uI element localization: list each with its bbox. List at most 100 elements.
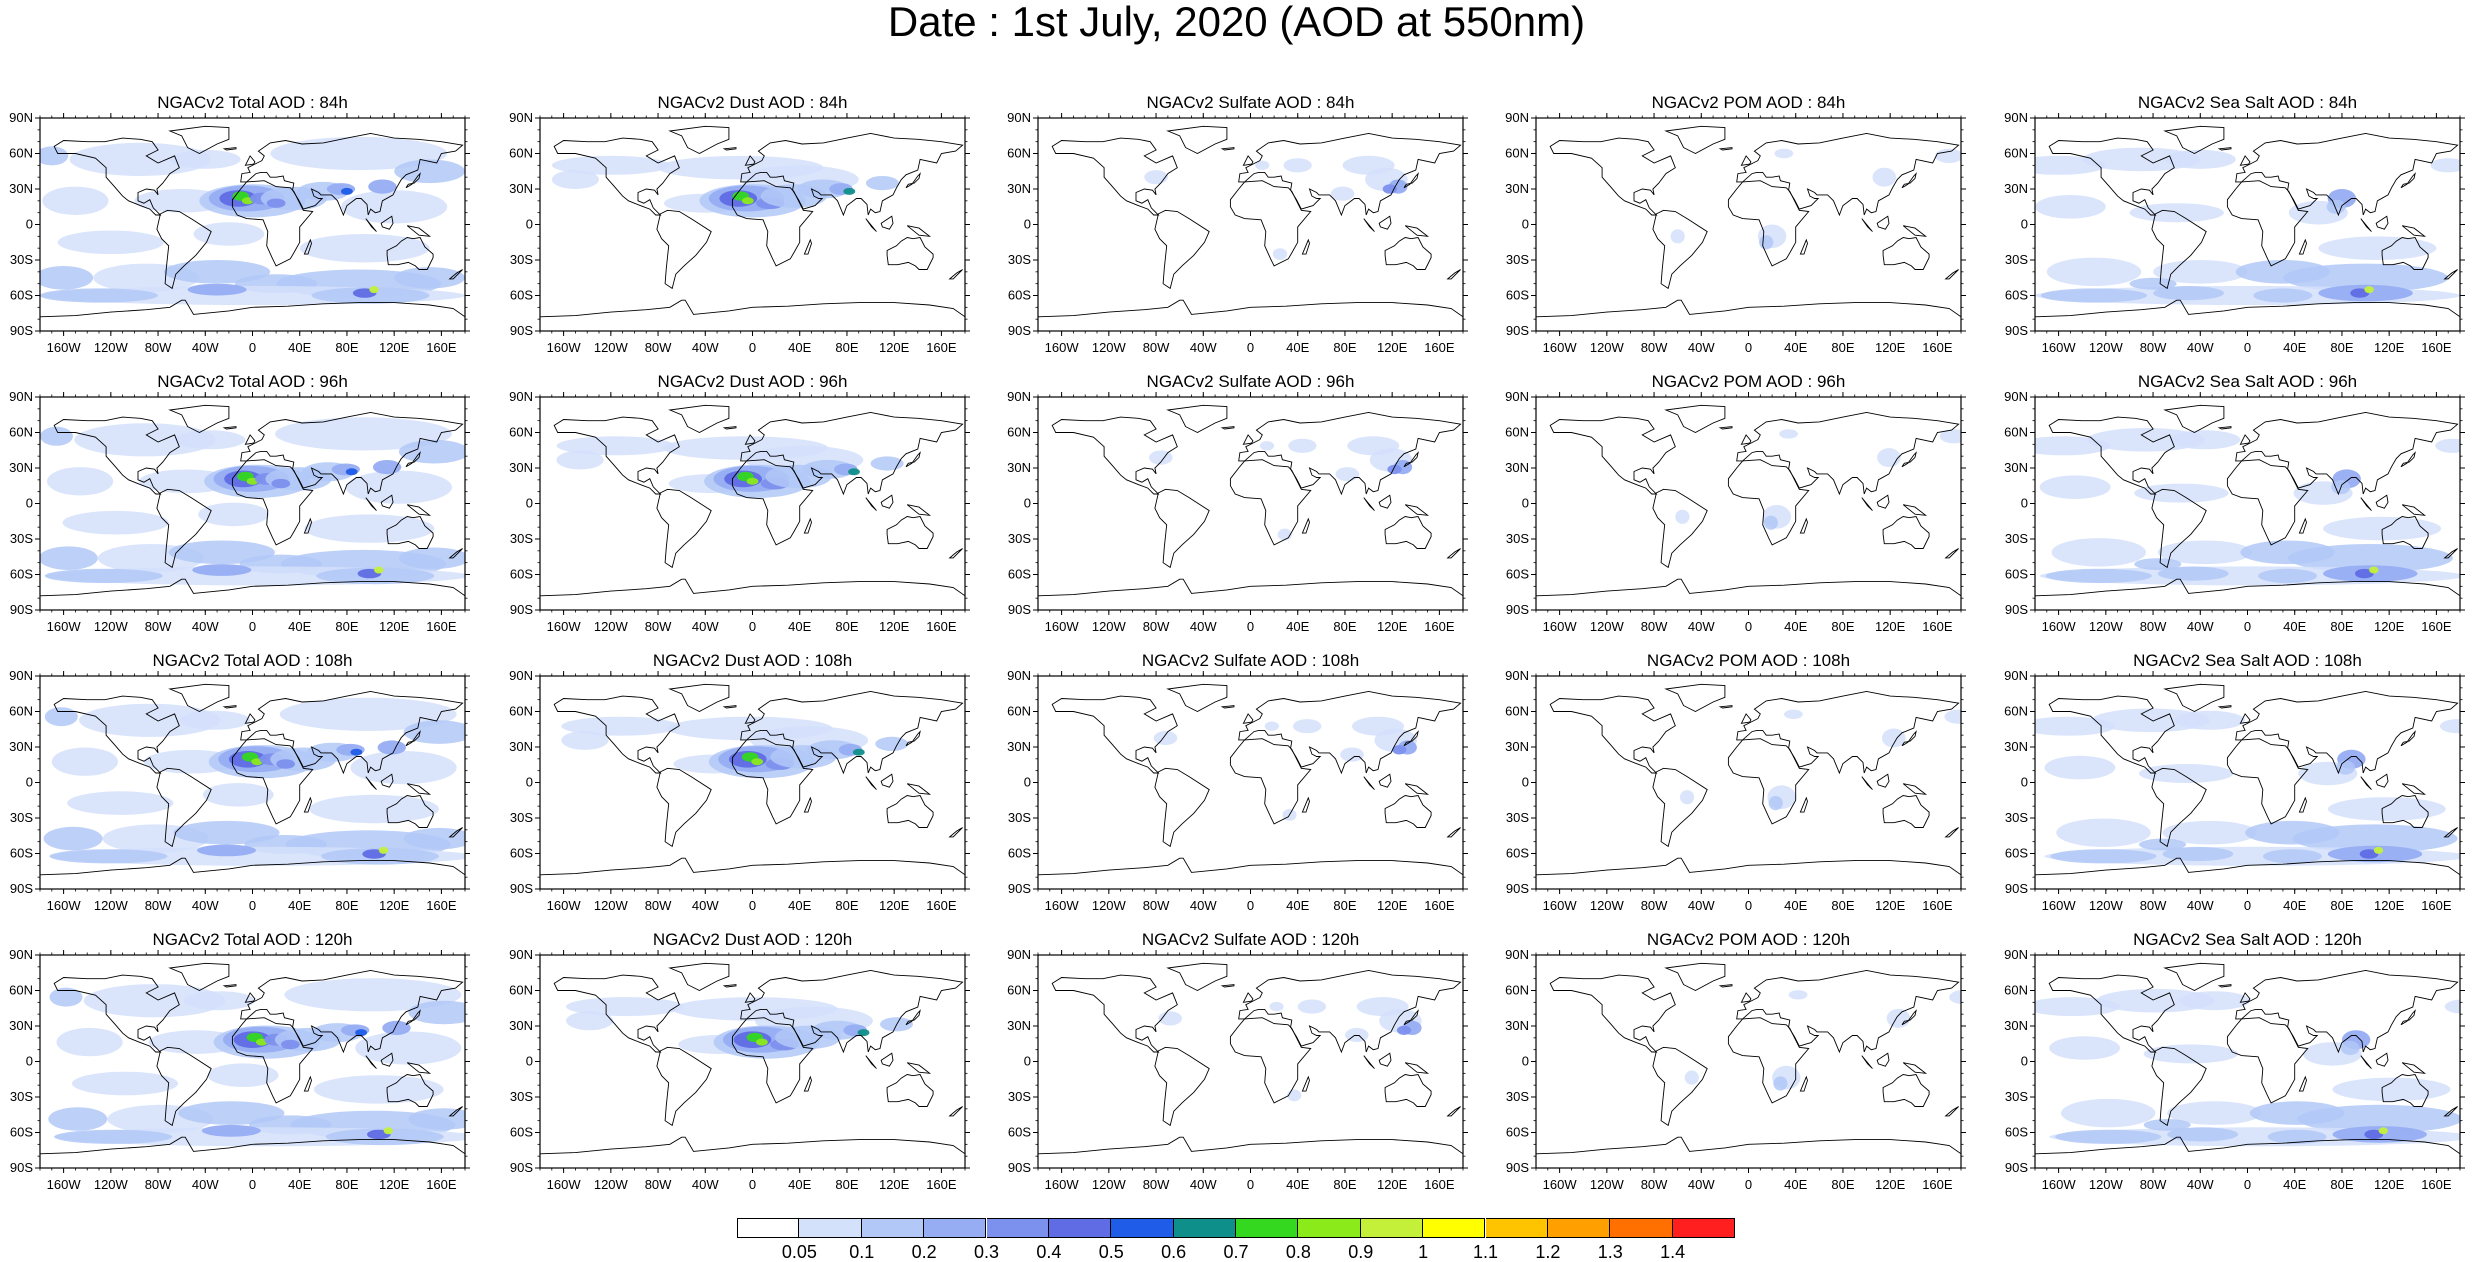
lon-tick-label: 0	[249, 1177, 256, 1192]
coastline	[1229, 738, 1312, 825]
panel-title: NGACv2 POM AOD : 120h	[1646, 930, 1851, 949]
map-panel: NGACv2 Total AOD : 108h 90N 60N 30N 0 30S 60S 9…	[0, 651, 500, 913]
lon-tick-label: 160E	[1922, 340, 1953, 355]
coastline	[1363, 776, 1375, 790]
coastline	[406, 783, 432, 795]
coastline	[880, 1052, 894, 1067]
coastline	[948, 269, 963, 280]
aod-plume	[193, 222, 265, 246]
aod-plume	[2267, 1129, 2327, 1144]
aod-plume	[57, 230, 164, 255]
panel-title: NGACv2 Sulfate AOD : 84h	[1146, 93, 1355, 112]
coastline	[1051, 416, 1178, 495]
world-map: 90N 60N 30N 0 30S 60S 90S 160W 120W 80W 40W 0 40E 80E…	[1007, 668, 1468, 913]
lat-tick-label: 60N	[1505, 704, 1529, 719]
lon-tick-label: 80E	[1831, 340, 1854, 355]
coastline	[2239, 713, 2251, 724]
lon-tick-label: 0	[1745, 619, 1752, 634]
lat-tick-label: 60S	[510, 846, 533, 861]
coastline	[880, 494, 894, 509]
lat-tick-label: 30N	[1505, 181, 1529, 196]
aod-plume	[69, 142, 212, 176]
coastline	[40, 578, 465, 610]
aod-field	[2035, 988, 2460, 1147]
coastline	[880, 773, 894, 788]
coastlines	[540, 683, 965, 889]
coastline	[1404, 225, 1430, 237]
lon-tick-label: 0	[749, 898, 756, 913]
lat-tick-label: 30S	[1008, 531, 1031, 546]
aod-plume	[1144, 170, 1168, 185]
colorbar-label: 0.3	[973, 1242, 1000, 1262]
lat-tick-label: 30N	[509, 739, 533, 754]
coastline	[244, 992, 256, 1003]
lon-tick-label: 120W	[594, 340, 629, 355]
coastline	[2048, 416, 2175, 495]
coastline	[1403, 730, 1419, 747]
lon-tick-label: 120E	[379, 898, 410, 913]
lat-tick-label: 90S	[1008, 881, 1031, 896]
lon-tick-label: 120W	[1590, 898, 1625, 913]
lat-tick-label: 0	[1522, 496, 1529, 511]
lat-tick-label: 90S	[2005, 602, 2028, 617]
aod-plume	[1387, 464, 1402, 475]
coastline	[553, 416, 680, 495]
lon-tick-label: 40W	[1190, 1177, 1217, 1192]
aod-plume	[2162, 820, 2257, 845]
colorbar-label: 1.4	[1660, 1242, 1686, 1262]
lat-tick-label: 60N	[2004, 146, 2028, 161]
coastline	[948, 548, 963, 559]
lon-tick-label: 80W	[2140, 340, 2167, 355]
coastline	[2226, 1017, 2309, 1104]
lon-tick-label: 160W	[547, 898, 582, 913]
coastline	[1051, 695, 1178, 774]
lat-tick-label: 60S	[10, 1125, 33, 1140]
coastline	[1736, 132, 1960, 217]
aod-plume	[2336, 760, 2355, 775]
coastline	[2226, 459, 2309, 546]
lon-tick-label: 160W	[47, 619, 82, 634]
aod-plume	[71, 1071, 179, 1096]
aod-plume	[79, 703, 221, 737]
aod-plume	[561, 730, 609, 750]
aod-plume	[2138, 838, 2187, 851]
coastline	[2151, 488, 2207, 569]
lat-tick-label: 30N	[1007, 181, 1031, 196]
aod-plume	[2179, 991, 2250, 1011]
lat-tick-label: 30N	[509, 1018, 533, 1033]
aod-plume	[398, 439, 465, 464]
lon-tick-label: 0	[2244, 898, 2251, 913]
lat-tick-label: 90N	[2004, 947, 2028, 962]
lat-tick-label: 60N	[1505, 425, 1529, 440]
coastline	[1404, 1062, 1430, 1074]
lat-tick-label: 0	[1024, 496, 1031, 511]
coastline	[2217, 984, 2232, 988]
aod-plume	[2355, 568, 2374, 579]
aod-plume	[197, 844, 256, 857]
coastline	[405, 451, 421, 468]
lat-tick-label: 60N	[1007, 983, 1031, 998]
coastlines	[540, 404, 965, 610]
lon-tick-label: 160W	[2042, 1177, 2077, 1192]
coastline	[1901, 1009, 1917, 1026]
coastline	[1536, 578, 1961, 610]
coastline	[303, 796, 312, 813]
coastline	[2298, 238, 2307, 255]
coastline	[1384, 237, 1432, 270]
world-map: 90N 60N 30N 0 30S 60S 90S 160W 120W 80W 40W 0 40E 80E…	[9, 668, 470, 913]
coastline	[1664, 404, 1726, 434]
coastline	[231, 180, 314, 267]
coastline	[1740, 713, 1752, 724]
aod-plume	[2292, 824, 2458, 853]
aod-plume	[751, 758, 764, 766]
coastline	[1901, 730, 1917, 747]
lon-tick-label: 80W	[1143, 340, 1170, 355]
coastline	[2239, 155, 2251, 166]
map-panel: NGACv2 Sea Salt AOD : 120h 90N 60N 30N 0 30S 6…	[1995, 930, 2473, 1192]
lon-tick-label: 40E	[288, 1177, 311, 1192]
lon-tick-label: 160W	[1543, 340, 1578, 355]
coastline	[731, 1017, 814, 1104]
coastline	[2401, 504, 2427, 516]
lat-tick-label: 0	[1024, 217, 1031, 232]
lon-tick-label: 40E	[2283, 619, 2306, 634]
